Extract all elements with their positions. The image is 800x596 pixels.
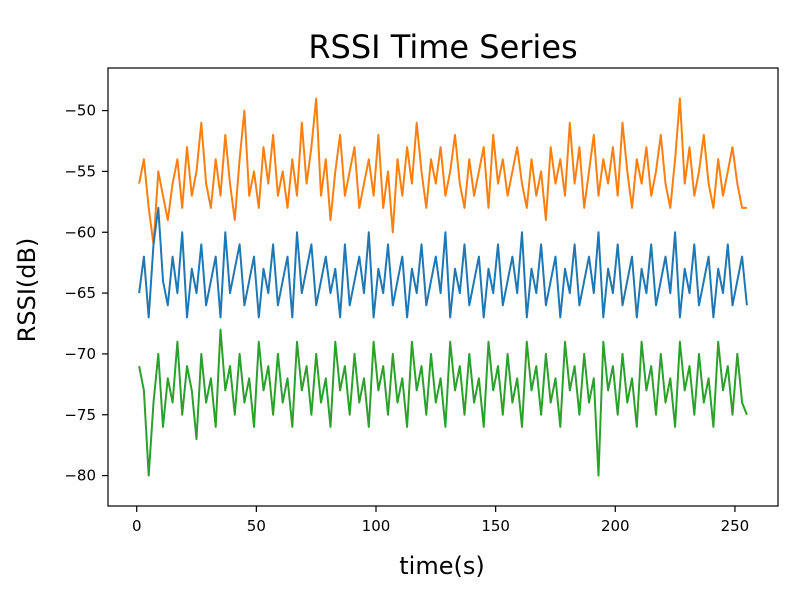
y-tick-label: −80 (64, 467, 96, 485)
x-tick-label: 50 (247, 517, 266, 535)
y-tick-label: −60 (64, 223, 96, 241)
plot-frame (107, 67, 779, 507)
x-axis: 0 50 100 150 200 250 (132, 506, 749, 535)
x-tick-label: 250 (721, 517, 750, 535)
x-tick-label: 100 (362, 517, 391, 535)
plot-area (138, 97, 748, 477)
series-line-2 (138, 206, 748, 319)
y-tick-label: −55 (64, 162, 96, 180)
y-axis-title: RSSI(dB) (13, 238, 41, 343)
series-line-1 (138, 97, 747, 246)
y-tick-label: −50 (64, 102, 96, 120)
x-tick-label: 200 (601, 517, 630, 535)
y-axis: −50 −55 −60 −65 −70 −75 −80 (64, 102, 108, 485)
x-tick-label: 0 (132, 517, 142, 535)
series-line-3 (138, 328, 748, 477)
x-axis-title: time(s) (399, 552, 484, 580)
chart-title: RSSI Time Series (308, 28, 577, 66)
x-tick-label: 150 (481, 517, 510, 535)
y-tick-label: −75 (64, 406, 96, 424)
y-tick-label: −65 (64, 284, 96, 302)
y-tick-label: −70 (64, 345, 96, 363)
